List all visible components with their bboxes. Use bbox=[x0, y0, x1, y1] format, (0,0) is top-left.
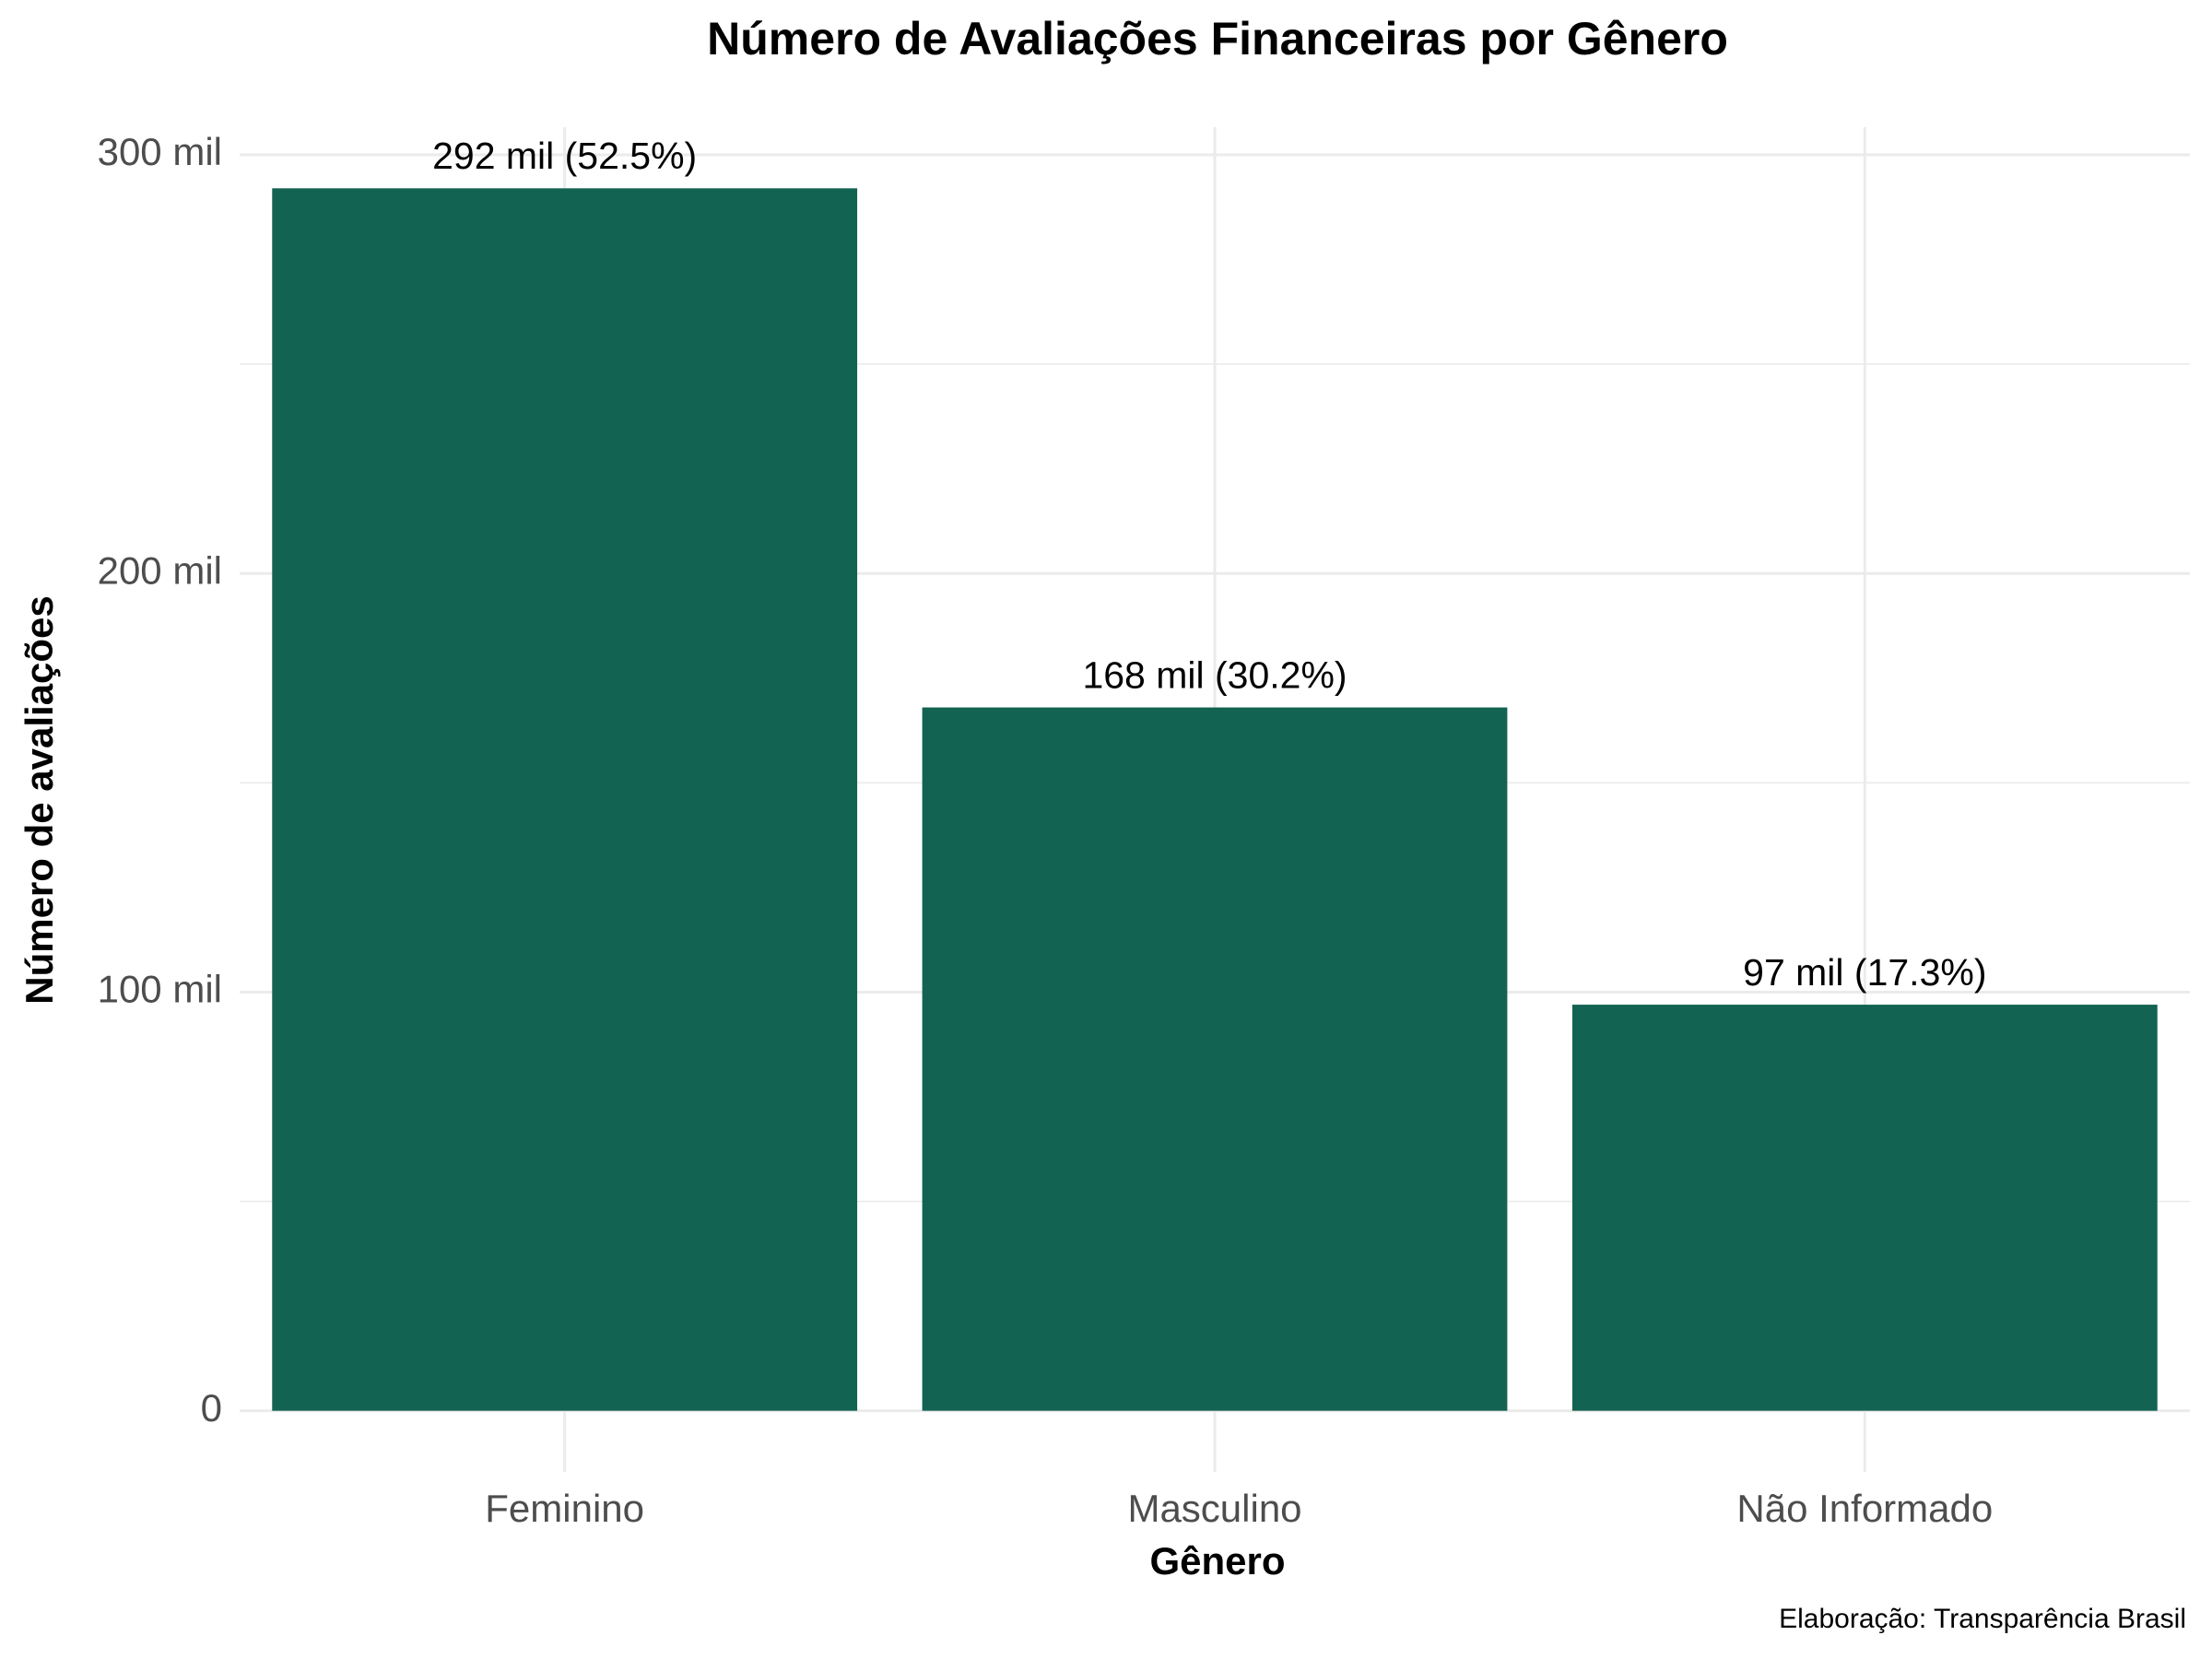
value-label: 292 mil (52.5%) bbox=[432, 135, 697, 177]
x-tick-label: Masculino bbox=[1127, 1487, 1301, 1530]
y-axis-title: Número de avaliações bbox=[18, 595, 61, 1005]
y-tick-label: 300 mil bbox=[98, 130, 222, 173]
x-axis-title: Gênero bbox=[1149, 1539, 1285, 1583]
x-tick-label: Feminino bbox=[485, 1487, 644, 1530]
bar bbox=[922, 707, 1508, 1411]
y-tick-label: 200 mil bbox=[98, 548, 222, 592]
x-tick-label: Não Informado bbox=[1736, 1487, 1993, 1530]
bar bbox=[1571, 1005, 2158, 1411]
y-tick-label: 0 bbox=[201, 1386, 222, 1430]
y-tick-label: 100 mil bbox=[98, 968, 222, 1011]
value-label: 97 mil (17.3%) bbox=[1743, 951, 1986, 994]
value-label: 168 mil (30.2%) bbox=[1082, 653, 1347, 696]
chart-title: Número de Avaliações Financeiras por Gên… bbox=[707, 13, 1728, 65]
caption: Elaboração: Transparência Brasil bbox=[1779, 1604, 2186, 1634]
bar bbox=[272, 188, 858, 1411]
